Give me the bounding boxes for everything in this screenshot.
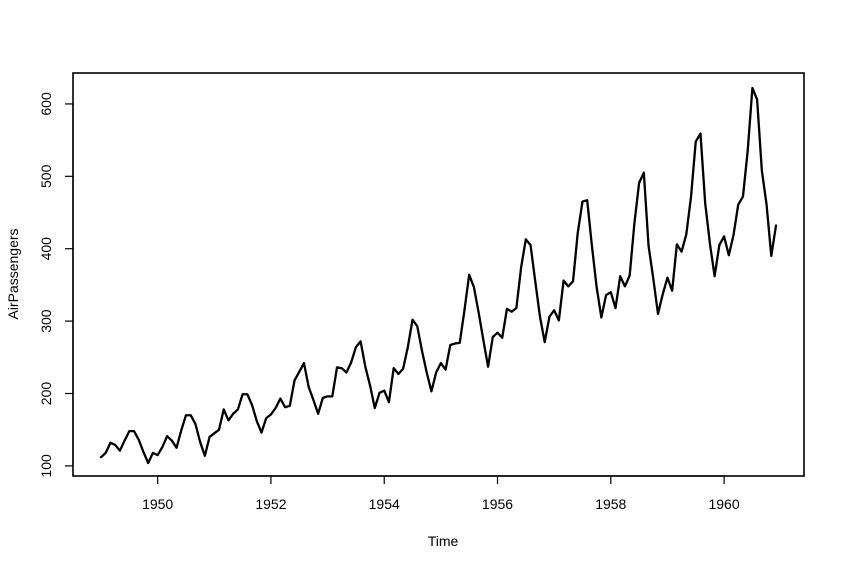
x-tick-label: 1950 <box>142 496 173 512</box>
y-tick-label: 500 <box>38 164 54 188</box>
y-tick-label: 300 <box>38 309 54 333</box>
x-tick-label: 1952 <box>255 496 286 512</box>
x-axis: 1950 1952 1954 1956 1958 1960 <box>142 475 740 512</box>
x-tick-label: 1958 <box>595 496 626 512</box>
x-axis-title: Time <box>428 533 459 549</box>
y-tick-label: 400 <box>38 237 54 261</box>
y-tick-label: 600 <box>38 92 54 116</box>
y-tick-label: 100 <box>38 454 54 478</box>
series-line <box>99 86 778 465</box>
plot-frame <box>72 72 805 477</box>
x-tick-label: 1956 <box>482 496 513 512</box>
x-tick-label: 1954 <box>369 496 400 512</box>
y-axis-title: AirPassengers <box>5 228 21 319</box>
y-axis: 100 200 300 400 500 600 <box>38 92 74 478</box>
y-tick-label: 200 <box>38 382 54 406</box>
x-tick-label: 1960 <box>708 496 739 512</box>
